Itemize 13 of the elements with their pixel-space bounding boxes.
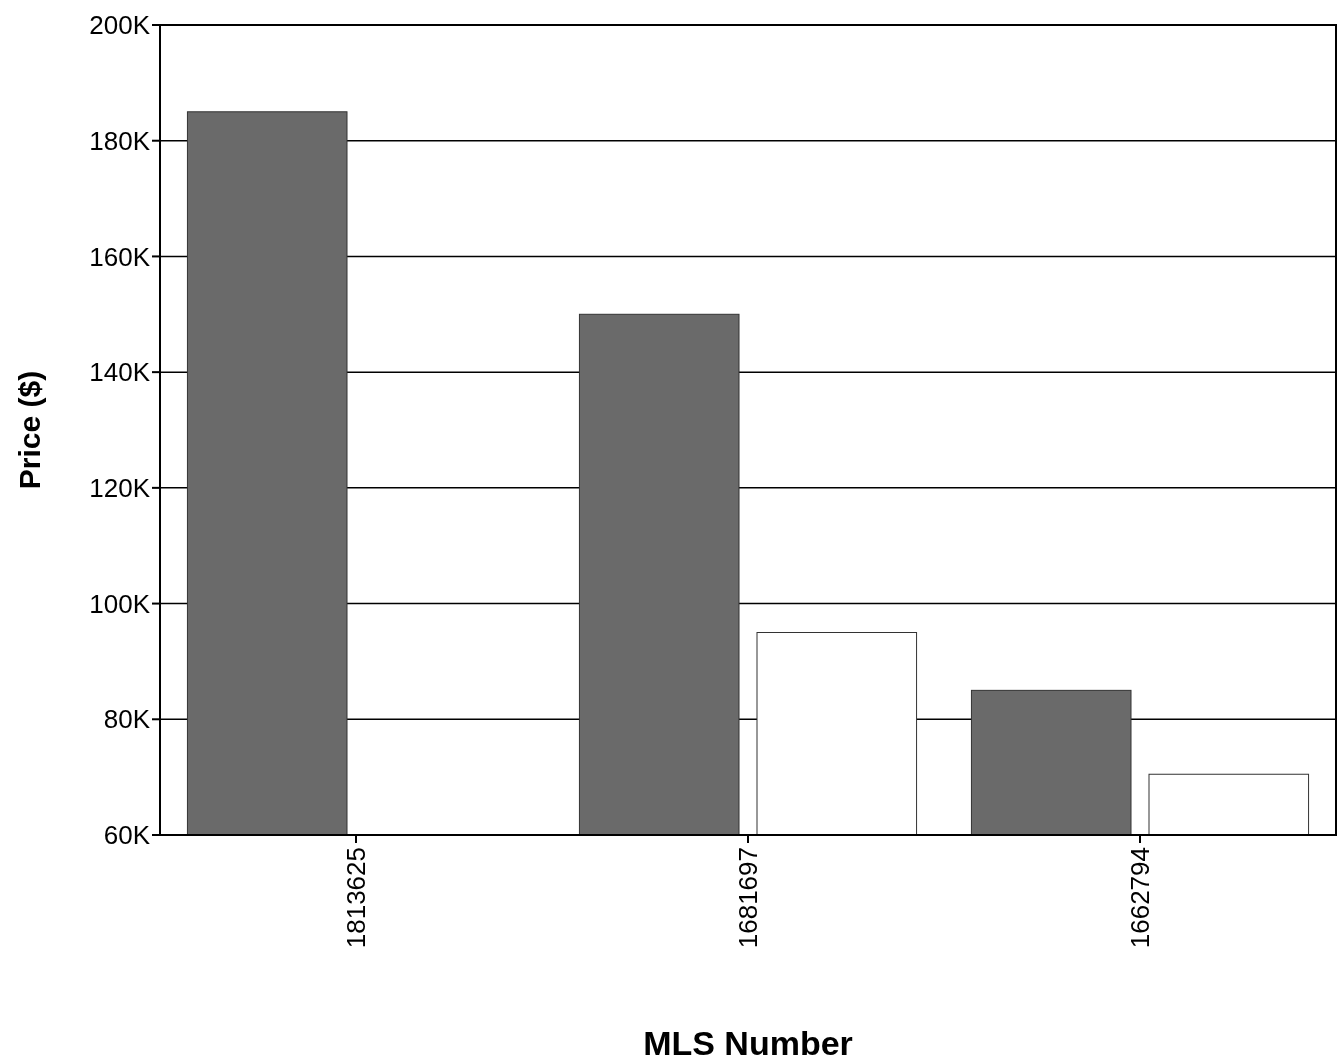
x-tick-label: 1681697 [733, 847, 764, 949]
y-axis-title: Price ($) [13, 370, 46, 490]
x-axis-title: MLS Number [643, 1024, 853, 1061]
y-tick-label: 140K [89, 357, 151, 388]
x-tick-label: 1813625 [341, 847, 372, 949]
y-tick-label: 180K [89, 125, 151, 156]
y-tick-label: 120K [89, 472, 151, 503]
y-tick-label: 200K [89, 10, 151, 41]
x-tick-label: 1662794 [1125, 847, 1156, 949]
y-tick-label: 100K [89, 588, 151, 619]
y-tick-label: 160K [89, 241, 151, 272]
y-tick-label: 80K [103, 704, 151, 735]
y-tick-label: 60K [103, 820, 151, 851]
